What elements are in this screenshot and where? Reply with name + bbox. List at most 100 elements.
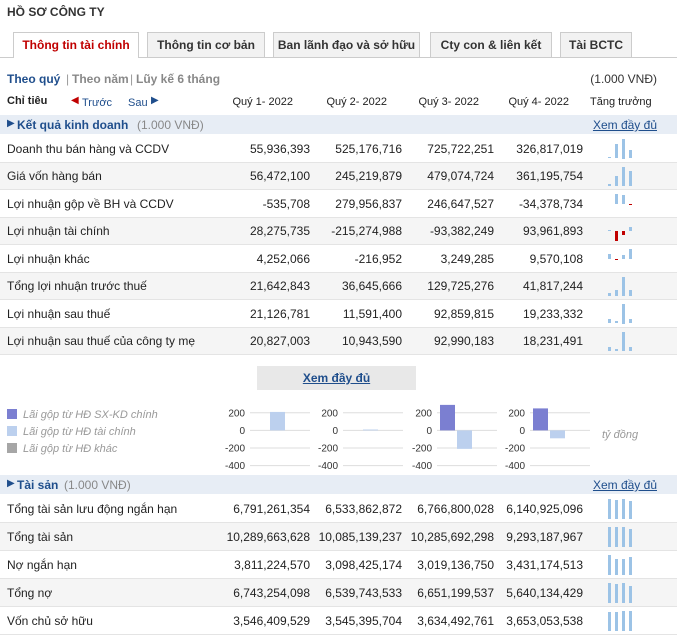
tab-line <box>0 57 677 58</box>
sparkline-bar <box>615 321 618 324</box>
cell-value: 92,859,815 <box>433 306 494 321</box>
row-label: Tổng tài sản <box>7 530 74 544</box>
cell-value: 129,725,276 <box>427 279 494 294</box>
sparkline-bar <box>629 611 632 631</box>
cell-value: 245,219,879 <box>335 169 402 184</box>
column-period: Quý 1- 2022 <box>232 96 293 108</box>
tab[interactable]: Tài BCTC <box>560 32 632 57</box>
prev-button[interactable]: Trước <box>82 97 113 109</box>
sparkline-bar <box>608 499 611 519</box>
cell-value: 6,533,862,872 <box>325 502 402 516</box>
next-button[interactable]: Sau <box>128 97 148 109</box>
section-link[interactable]: Xem đầy đủ <box>592 118 657 132</box>
row-label: Tổng nợ <box>7 586 53 600</box>
cell-value: 11,591,400 <box>342 306 402 321</box>
cell-value: 4,252,066 <box>256 251 310 266</box>
sparkline-bar <box>615 499 618 519</box>
y-tick-label: 0 <box>426 426 432 437</box>
cell-value: 6,539,743,533 <box>325 586 402 600</box>
separator: | <box>130 72 134 86</box>
cell-value: 10,085,139,237 <box>318 530 402 544</box>
cell-value: 20,827,003 <box>249 334 310 349</box>
sparkline-bar <box>629 556 632 575</box>
row <box>0 272 677 300</box>
sparkline-bar <box>622 139 625 159</box>
y-tick-label: -200 <box>225 444 245 455</box>
cell-value: -216,952 <box>354 251 402 266</box>
period-option[interactable]: Lũy kế 6 tháng <box>136 72 221 86</box>
sparkline-bar <box>629 249 632 259</box>
y-tick-label: 200 <box>228 408 245 419</box>
sparkline-bar <box>608 319 611 324</box>
sparkline-bar <box>615 583 618 603</box>
row <box>0 327 677 355</box>
cell-value: 10,289,663,628 <box>226 530 310 544</box>
section-link[interactable]: Xem đầy đủ <box>592 478 657 492</box>
cell-value: 6,140,925,096 <box>506 502 583 516</box>
tab[interactable]: Ban lãnh đạo và sở hữu <box>273 32 420 57</box>
column-period: Quý 2- 2022 <box>326 96 387 108</box>
cell-value: 28,275,735 <box>249 224 310 239</box>
section-header <box>0 475 677 494</box>
sparkline-bar <box>615 290 618 296</box>
y-tick-label: 0 <box>332 426 338 437</box>
period-option[interactable]: Theo quý <box>7 72 61 86</box>
sparkline-bar <box>608 346 611 351</box>
cell-value: 55,936,393 <box>249 141 310 156</box>
row <box>0 190 677 218</box>
column-period: Quý 3- 2022 <box>418 96 479 108</box>
more-button[interactable]: Xem đầy đủ <box>257 366 416 390</box>
row <box>0 300 677 328</box>
cell-value: -215,274,988 <box>331 224 402 239</box>
section-marker: ▶ <box>7 478 15 489</box>
sparkline-bar <box>615 144 618 159</box>
cell-value: 525,176,716 <box>335 141 402 156</box>
tab[interactable]: Cty con & liên kết <box>430 32 552 57</box>
legend-label: Lãi gộp từ HĐ SX-KD chính <box>23 409 158 421</box>
cell-value: 18,231,491 <box>522 334 583 349</box>
sparkline-bar <box>608 527 611 547</box>
y-tick-label: -400 <box>225 461 245 472</box>
period-option[interactable]: Theo năm <box>72 72 129 86</box>
cell-value: 6,743,254,098 <box>233 586 310 600</box>
cell-value: 5,640,134,429 <box>506 586 583 600</box>
cell-value: 6,766,800,028 <box>417 502 494 516</box>
next-arrow[interactable]: ▶ <box>151 95 159 106</box>
sparkline-bar <box>615 176 618 186</box>
cell-value: 6,651,199,537 <box>417 586 494 600</box>
sparkline-bar <box>608 555 611 575</box>
cell-value: 3,019,136,750 <box>417 558 494 572</box>
section-title: Kết quả kinh doanh <box>17 118 129 132</box>
sparkline-bar <box>629 171 632 186</box>
cell-value: 92,990,183 <box>433 334 494 349</box>
sparkline-bar <box>622 499 625 519</box>
cell-value: 19,233,332 <box>522 306 583 321</box>
column-period: Quý 4- 2022 <box>508 96 569 108</box>
cell-value: 479,074,724 <box>427 169 494 184</box>
y-tick-label: -400 <box>505 461 525 472</box>
sparkline-bar <box>622 276 625 296</box>
sparkline-bar <box>615 231 618 241</box>
row <box>0 245 677 273</box>
y-tick-label: 0 <box>239 426 245 437</box>
section-title: Tài sản <box>17 478 59 492</box>
cell-value: 56,472,100 <box>249 169 310 184</box>
tab[interactable]: Thông tin cơ bản <box>147 32 265 57</box>
y-tick-label: -400 <box>318 461 338 472</box>
row-label: Lợi nhuận khác <box>7 251 90 266</box>
bar <box>270 411 285 431</box>
tab[interactable]: Thông tin tài chính <box>13 32 139 58</box>
sparkline-bar <box>622 304 625 324</box>
separator: | <box>66 72 70 86</box>
row-label: Giá vốn hàng bán <box>7 169 102 184</box>
y-tick-label: -200 <box>505 444 525 455</box>
y-tick-label: -200 <box>318 444 338 455</box>
sparkline-bar <box>622 527 625 547</box>
prev-arrow[interactable]: ◀ <box>71 95 79 106</box>
section-header <box>0 115 677 134</box>
cell-value: -34,378,734 <box>518 196 583 211</box>
sparkline-bar <box>608 583 611 603</box>
cell-value: 246,647,527 <box>427 196 494 211</box>
cell-value: 361,195,754 <box>516 169 583 184</box>
row <box>0 135 677 163</box>
